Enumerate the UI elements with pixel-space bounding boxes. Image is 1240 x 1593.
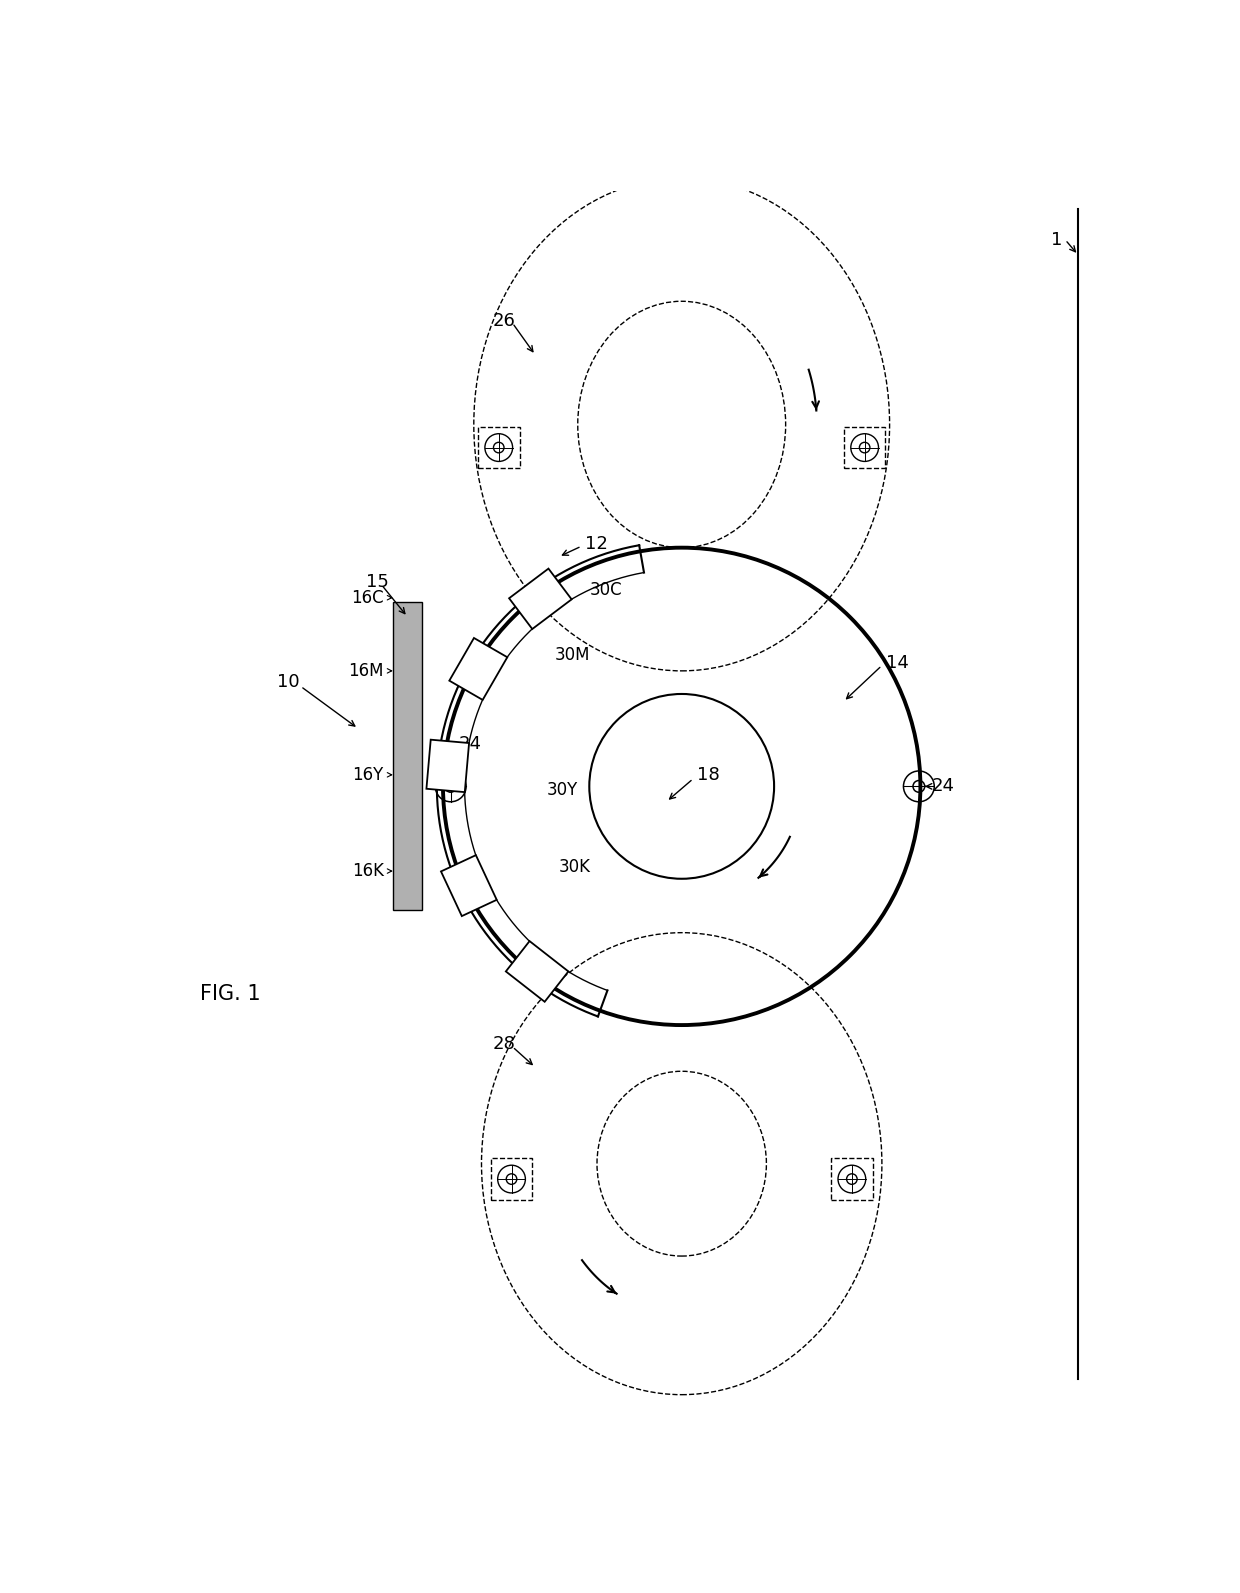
Text: 30Y: 30Y: [547, 781, 578, 800]
Bar: [491, 1158, 532, 1200]
Bar: [393, 602, 422, 910]
Text: 10: 10: [278, 674, 300, 691]
Text: 28: 28: [494, 1035, 516, 1053]
Text: 14: 14: [885, 655, 909, 672]
Bar: [831, 1158, 873, 1200]
Polygon shape: [506, 941, 568, 1002]
Polygon shape: [510, 569, 572, 629]
Text: 24: 24: [932, 777, 955, 795]
Text: 30K: 30K: [558, 859, 590, 876]
Polygon shape: [427, 739, 469, 792]
Polygon shape: [441, 855, 497, 916]
Text: 24: 24: [459, 734, 481, 753]
Text: 30M: 30M: [554, 647, 590, 664]
Text: 12: 12: [585, 535, 609, 553]
Text: 16K: 16K: [352, 862, 383, 879]
Text: 15: 15: [366, 573, 389, 591]
Text: 18: 18: [697, 766, 720, 784]
Text: 1: 1: [1052, 231, 1063, 249]
Text: 16Y: 16Y: [352, 766, 383, 784]
Bar: [844, 427, 885, 468]
Text: 16C: 16C: [351, 589, 383, 607]
Bar: [477, 427, 520, 468]
Text: FIG. 1: FIG. 1: [201, 984, 262, 1004]
Text: 26: 26: [494, 312, 516, 330]
Text: 16M: 16M: [348, 661, 383, 680]
Polygon shape: [449, 637, 507, 699]
Text: 30C: 30C: [589, 581, 622, 599]
